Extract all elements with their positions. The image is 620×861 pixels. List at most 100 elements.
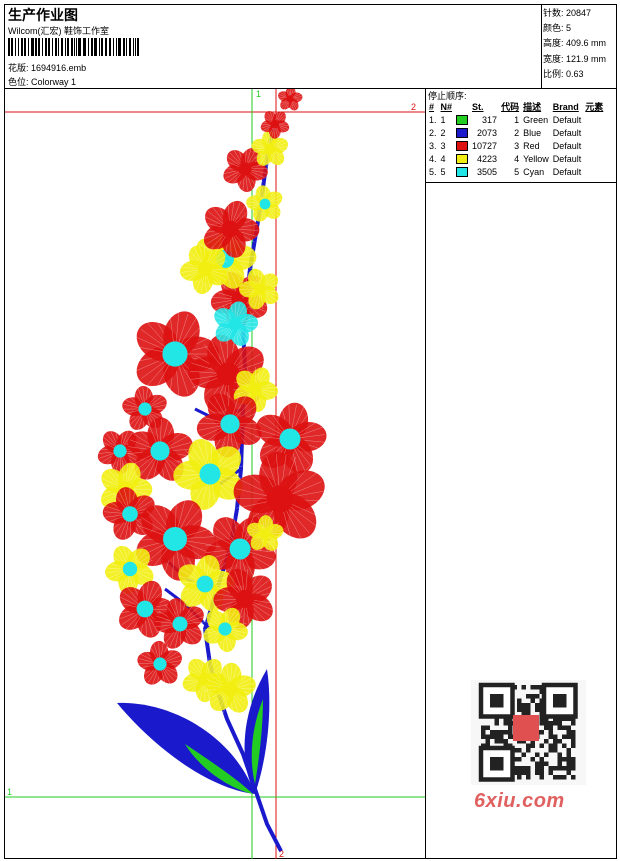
color-swatch [456,140,469,151]
cell-code: 4 [514,153,520,164]
color-swatch [456,153,469,164]
flower-center [248,382,262,396]
flower-center [197,261,213,277]
design-file-label: 花版: [8,63,29,73]
cell-stitches: 317 [482,114,498,125]
cell-stitches: 4223 [477,153,498,164]
flower-center [228,317,242,331]
flower [105,545,155,595]
flower [153,598,205,649]
cell-swatch [454,113,470,126]
barcode [8,38,139,56]
flower-center [236,590,254,608]
color-swatch [456,166,469,177]
cell-n: 2 [440,127,446,138]
flower-center [136,600,154,618]
flower [122,385,167,431]
cell-brand: Default [552,140,582,151]
guide-label: 2 [279,849,284,859]
cell-brand: Default [552,127,582,138]
colorway-value: Colorway 1 [31,77,77,87]
cell-brand: Default [552,153,582,164]
flower-center [196,575,214,593]
cell-stitches: 10727 [472,140,498,151]
flower [117,580,175,638]
watermark-logo: 6xiu.com [474,790,565,812]
flower-center [172,616,188,632]
flower [205,662,256,714]
cell-n: 5 [440,166,446,177]
flower-center [122,506,138,522]
cell-swatch [454,152,470,165]
table-row: 5. 5 3505 5 Cyan Default [427,165,605,178]
flower-center [218,622,232,636]
table-row: 4. 4 4223 4 Yellow Default [427,152,605,165]
flower-center [199,463,221,485]
flower [173,438,245,510]
flower-center [153,657,167,671]
cell-swatch [454,126,470,139]
flower [277,89,303,111]
flower [239,268,280,310]
design-divider [425,88,426,859]
flower [222,147,268,192]
flower-center [163,527,187,551]
design-file-row: 花版: 1694916.emb [8,61,86,74]
flower [137,640,182,686]
leaf-highlight [185,744,253,794]
cell-idx: 3. [429,140,437,151]
table-row: 3. 3 10727 3 Red Default [427,139,605,152]
flower-center [122,561,138,577]
flower-center [216,362,240,386]
cell-code: 2 [514,127,520,138]
cell-desc: Green [523,114,549,125]
flower-center [270,119,280,129]
design-file-value: 1694916.emb [31,63,87,73]
flower [251,130,289,167]
cell-element [583,165,605,178]
color-swatch [456,114,469,125]
leaf-highlight [251,699,263,784]
cell-element [583,126,605,139]
flower-center [162,341,188,367]
qr-logo [513,715,539,741]
cell-stitches: 2073 [477,127,498,138]
flower-center [221,220,239,238]
flower-center [279,428,301,450]
flower-center [266,485,294,513]
cell-idx: 4. [429,153,437,164]
stat-colors: 颜色: 5 [543,23,572,34]
cell-swatch [454,139,470,152]
flower-center [113,444,127,458]
color-swatch [456,127,469,138]
cell-brand: Default [552,166,582,177]
header-divider [5,88,616,89]
stat-stitches: 针数: 20847 [543,8,592,18]
table-row: 2. 2 2073 2 Blue Default [427,126,605,139]
table-divider [425,182,616,183]
table-row: 1. 1 317 1 Green Default [427,113,605,126]
company-name: Wilcom(汇宏) 鞋饰工作室 [8,26,109,36]
flower-center [264,143,276,155]
thread-table: # N# St. 代码 描述 Brand 元素 1. 1 317 1 Green Defa… [427,100,605,178]
flower [202,607,248,652]
flower-center [138,402,152,416]
flower-center [220,414,240,434]
guide-label: 2 [411,102,416,112]
cell-element [583,152,605,165]
qr-code [471,680,586,785]
thread-table-header: # N# St. 代码 描述 Brand 元素 [429,101,604,113]
cell-code: 1 [514,114,520,125]
flower [260,110,290,139]
embroidery-design: 1 2 1 2 [5,89,425,859]
flower [213,301,259,346]
cell-idx: 2. [429,127,437,138]
flower [247,515,284,552]
flower [177,555,235,612]
colorway-row: 色位: Colorway 1 [8,75,76,88]
cell-idx: 1. [429,114,437,125]
guide-label: 1 [256,89,261,99]
flower [127,417,193,483]
flower [213,568,275,630]
page-title: 生产作业图 [8,7,78,23]
